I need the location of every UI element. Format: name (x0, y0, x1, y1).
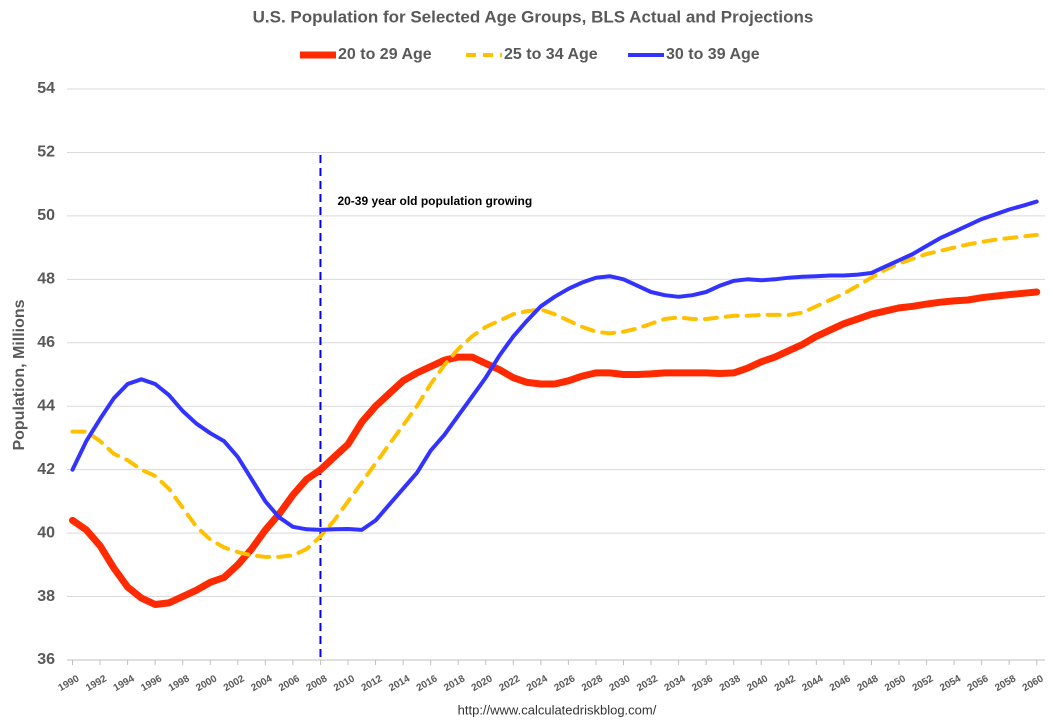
x-tick-label: 2028 (580, 673, 605, 694)
x-tick-label: 2006 (277, 673, 302, 694)
legend-label: 30 to 39 Age (666, 46, 760, 63)
x-tick-label: 2016 (415, 673, 440, 694)
x-tick-label: 2042 (773, 673, 798, 694)
y-tick-label: 50 (37, 207, 55, 224)
x-tick-label: 2046 (828, 673, 853, 694)
x-tick-label: 2012 (360, 673, 385, 694)
y-tick-label: 40 (37, 524, 55, 541)
x-tick-label: 2010 (332, 673, 357, 694)
y-tick-label: 42 (37, 461, 55, 478)
y-tick-label: 52 (37, 144, 55, 161)
x-tick-label: 2036 (690, 673, 715, 694)
x-tick-label: 2060 (1021, 673, 1046, 694)
x-tick-label: 2000 (194, 673, 219, 694)
chart-title: U.S. Population for Selected Age Groups,… (253, 7, 814, 26)
source: http://www.calculatedriskblog.com/ (458, 702, 657, 717)
x-tick-label: 2044 (800, 673, 825, 694)
x-tick-label: 2032 (635, 673, 660, 694)
legend-label: 25 to 34 Age (504, 46, 598, 63)
annotation: 20-39 year old population growing (337, 194, 532, 208)
x-tick-label: 2002 (222, 673, 247, 694)
legend-label: 20 to 29 Age (338, 46, 432, 63)
x-tick-label: 1996 (139, 673, 164, 694)
x-tick-label: 2056 (966, 673, 991, 694)
x-tick-label: 2040 (745, 673, 770, 694)
x-tick-label: 2026 (552, 673, 577, 694)
x-tick-label: 2054 (938, 673, 963, 694)
y-tick-label: 48 (37, 271, 55, 288)
x-tick-label: 2014 (387, 673, 412, 694)
x-tick-label: 2004 (249, 673, 274, 694)
x-tick-label: 2050 (883, 673, 908, 694)
y-tick-label: 44 (37, 397, 55, 414)
x-tick-label: 1994 (112, 673, 137, 694)
x-tick-label: 2048 (855, 673, 880, 694)
x-tick-label: 1992 (84, 673, 109, 694)
y-tick-label: 36 (37, 651, 55, 668)
x-tick-label: 2024 (525, 673, 550, 694)
series-line (69, 288, 1041, 608)
x-tick-label: 2038 (718, 673, 743, 694)
y-tick-label: 54 (37, 80, 55, 97)
x-tick-label: 1990 (57, 673, 82, 694)
x-tick-label: 1998 (167, 673, 192, 694)
x-tick-label: 2052 (911, 673, 936, 694)
x-tick-label: 2034 (663, 673, 688, 694)
y-axis-label: Population, Millions (11, 299, 28, 450)
x-tick-label: 2020 (470, 673, 495, 694)
y-tick-label: 38 (37, 588, 55, 605)
x-tick-label: 2018 (442, 673, 467, 694)
series-line (70, 199, 1039, 532)
y-tick-label: 46 (37, 334, 55, 351)
x-tick-label: 2022 (497, 673, 522, 694)
x-tick-label: 2008 (305, 673, 330, 694)
x-tick-label: 2030 (608, 673, 633, 694)
x-tick-label: 2058 (993, 673, 1018, 694)
series-line (70, 232, 1039, 559)
